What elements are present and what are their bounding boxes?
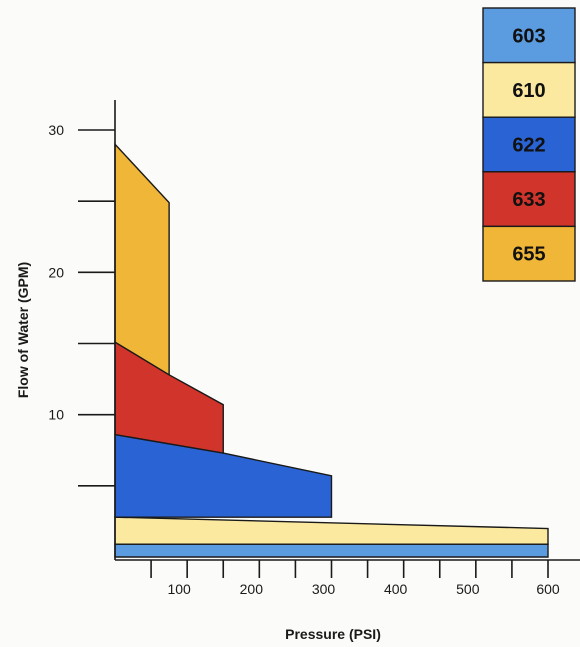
axes (114, 100, 580, 561)
x-tick-label-300: 300 (312, 581, 336, 597)
legend-label-655: 655 (512, 244, 545, 266)
legend-swatch-633 (482, 171, 576, 228)
legend-label-633: 633 (512, 189, 545, 211)
series-area-655 (114, 142, 170, 377)
legend: 603 610 622 633 655 (482, 7, 576, 282)
legend-label-622: 622 (512, 135, 545, 157)
legend-swatch-610 (482, 61, 576, 118)
series-area-603 (114, 543, 549, 558)
axis-ticks: 10 20 30 100 200 300 400 500 600 (48, 122, 559, 597)
x-tick-label-400: 400 (384, 581, 408, 597)
legend-swatch-655 (482, 225, 576, 282)
x-tick-label-500: 500 (456, 581, 480, 597)
legend-label-610: 610 (512, 80, 545, 102)
series-areas (114, 142, 549, 558)
y-tick-label-20: 20 (48, 264, 64, 280)
y-tick-label-30: 30 (48, 122, 64, 138)
series-area-610 (114, 516, 549, 545)
x-tick-label-600: 600 (536, 581, 560, 597)
legend-label-603: 603 (512, 25, 545, 47)
x-tick-label-200: 200 (240, 581, 264, 597)
x-axis-title: Pressure (PSI) (285, 626, 381, 642)
y-axis-title: Flow of Water (GPM) (15, 262, 31, 398)
x-tick-label-100: 100 (167, 581, 191, 597)
y-tick-label-10: 10 (48, 407, 64, 423)
legend-swatch-603 (482, 7, 576, 64)
